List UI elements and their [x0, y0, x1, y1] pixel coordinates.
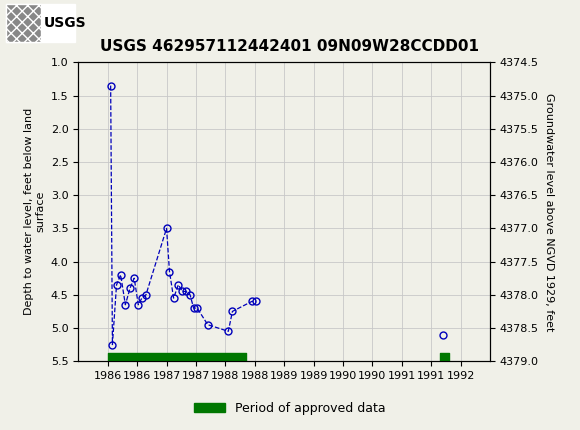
Legend: Period of approved data: Period of approved data [189, 397, 391, 420]
Y-axis label: Depth to water level, feet below land
surface: Depth to water level, feet below land su… [24, 108, 45, 315]
Text: USGS: USGS [44, 15, 86, 30]
FancyBboxPatch shape [6, 3, 41, 42]
Y-axis label: Groundwater level above NGVD 1929, feet: Groundwater level above NGVD 1929, feet [545, 92, 554, 331]
FancyBboxPatch shape [6, 3, 75, 42]
Text: USGS 462957112442401 09N09W28CCDD01: USGS 462957112442401 09N09W28CCDD01 [100, 39, 480, 54]
